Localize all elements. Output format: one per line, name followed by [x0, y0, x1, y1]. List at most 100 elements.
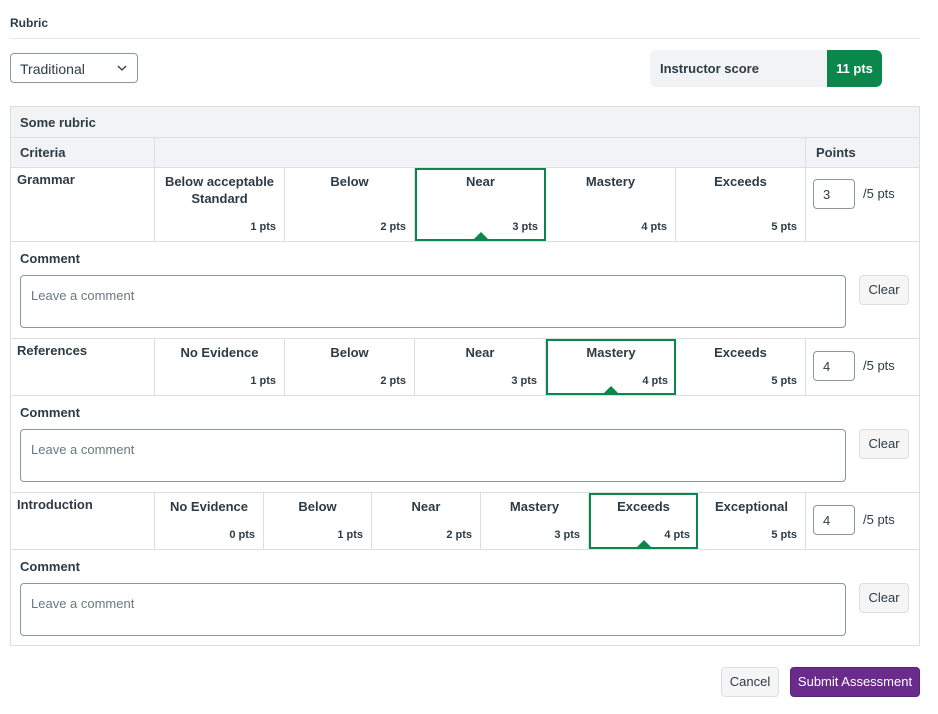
rubric-view-select[interactable]: Traditional — [10, 53, 138, 83]
rating-title: No Evidence — [169, 499, 249, 514]
rating-title: Exceeds — [714, 345, 767, 360]
rating-cell[interactable]: Exceeds 4 pts — [589, 493, 698, 549]
divider — [11, 167, 919, 168]
divider — [480, 492, 481, 549]
rating-cell[interactable]: Below 2 pts — [285, 168, 414, 241]
rating-points: 5 pts — [771, 375, 797, 387]
divider — [545, 338, 546, 395]
rating-cell[interactable]: Mastery 4 pts — [546, 168, 675, 241]
divider — [805, 138, 806, 167]
comment-textarea[interactable]: Leave a comment — [20, 429, 846, 482]
section-title: Rubric — [10, 16, 49, 30]
divider — [11, 395, 919, 396]
divider — [10, 38, 920, 39]
divider — [805, 492, 806, 549]
divider — [284, 167, 285, 241]
rating-points: 5 pts — [771, 529, 797, 541]
clear-button[interactable]: Clear — [859, 275, 909, 305]
divider — [371, 492, 372, 549]
rating-title: Near — [411, 499, 441, 514]
rating-points: 4 pts — [664, 529, 690, 541]
divider — [675, 167, 676, 241]
chevron-down-icon — [117, 65, 127, 71]
rating-cell[interactable]: Below 2 pts — [285, 339, 414, 395]
rubric-table — [10, 106, 920, 646]
rating-title: No Evidence — [180, 345, 259, 360]
points-input[interactable] — [813, 351, 855, 381]
comment-label: Comment — [20, 251, 80, 266]
clear-button[interactable]: Clear — [859, 583, 909, 613]
points-possible: /5 pts — [863, 186, 895, 201]
divider — [154, 492, 155, 549]
selected-indicator-icon — [602, 386, 620, 395]
rating-cell[interactable]: Mastery 3 pts — [481, 493, 588, 549]
cancel-button[interactable]: Cancel — [721, 667, 779, 697]
clear-button[interactable]: Clear — [859, 429, 909, 459]
submit-assessment-button[interactable]: Submit Assessment — [790, 667, 920, 697]
rating-points: 2 pts — [380, 221, 406, 233]
rating-cell[interactable]: No Evidence 1 pts — [155, 339, 284, 395]
divider — [154, 138, 155, 167]
divider — [11, 338, 919, 339]
rating-points: 3 pts — [554, 529, 580, 541]
comment-textarea[interactable]: Leave a comment — [20, 583, 846, 636]
points-input[interactable] — [813, 505, 855, 535]
rating-points: 3 pts — [511, 375, 537, 387]
comment-placeholder: Leave a comment — [31, 288, 135, 303]
rating-title: Exceeds — [617, 499, 670, 514]
rating-title: Exceptional — [715, 499, 788, 514]
rating-cell[interactable]: Exceptional 5 pts — [698, 493, 805, 549]
rating-title: Below acceptable Standard — [164, 174, 275, 206]
rating-title: Exceeds — [714, 174, 767, 189]
rating-cell[interactable]: Near 3 pts — [415, 168, 546, 241]
instructor-score: Instructor score 11 pts — [650, 50, 882, 87]
points-input[interactable] — [813, 179, 855, 209]
selected-indicator-icon — [471, 232, 490, 241]
divider — [414, 167, 415, 241]
rating-points: 0 pts — [229, 529, 255, 541]
comment-textarea[interactable]: Leave a comment — [20, 275, 846, 328]
rating-points: 2 pts — [446, 529, 472, 541]
criteria-header: Criteria — [20, 145, 66, 160]
rating-cell[interactable]: Near 2 pts — [372, 493, 480, 549]
divider — [11, 241, 919, 242]
comment-placeholder: Leave a comment — [31, 442, 135, 457]
points-possible: /5 pts — [863, 358, 895, 373]
rating-cell[interactable]: Mastery 4 pts — [546, 339, 676, 395]
comment-label: Comment — [20, 559, 80, 574]
rating-cell[interactable]: Exceeds 5 pts — [676, 168, 805, 241]
rubric-view-value: Traditional — [20, 61, 85, 77]
rating-cell[interactable]: Below 1 pts — [264, 493, 371, 549]
instructor-score-value: 11 pts — [827, 50, 882, 87]
rating-title: Below — [330, 174, 369, 189]
rating-title: Below — [298, 499, 337, 514]
rating-cell[interactable]: Below acceptable Standard 1 pts — [155, 168, 284, 241]
rating-cell[interactable]: No Evidence 0 pts — [155, 493, 263, 549]
rating-points: 5 pts — [771, 221, 797, 233]
comment-label: Comment — [20, 405, 80, 420]
rating-points: 1 pts — [250, 375, 276, 387]
divider — [805, 167, 806, 241]
rating-points: 4 pts — [641, 221, 667, 233]
divider — [154, 338, 155, 395]
rating-cell[interactable]: Exceeds 5 pts — [676, 339, 805, 395]
divider — [154, 167, 155, 241]
rating-title: Near — [466, 174, 495, 189]
divider — [414, 338, 415, 395]
criterion-name: References — [17, 343, 88, 358]
criterion-name: Grammar — [17, 172, 75, 187]
rating-points: 1 pts — [337, 529, 363, 541]
divider — [588, 492, 589, 549]
rating-title: Mastery — [509, 499, 560, 514]
rating-cell[interactable]: Near 3 pts — [415, 339, 545, 395]
instructor-score-label: Instructor score — [660, 61, 759, 76]
rating-title: Near — [465, 345, 495, 360]
divider — [284, 338, 285, 395]
rating-title: Mastery — [585, 174, 636, 189]
rating-points: 2 pts — [380, 375, 406, 387]
criterion-name: Introduction — [17, 497, 93, 512]
rubric-name: Some rubric — [20, 115, 96, 130]
rating-points: 4 pts — [642, 375, 668, 387]
divider — [11, 137, 919, 138]
rating-points: 1 pts — [250, 221, 276, 233]
